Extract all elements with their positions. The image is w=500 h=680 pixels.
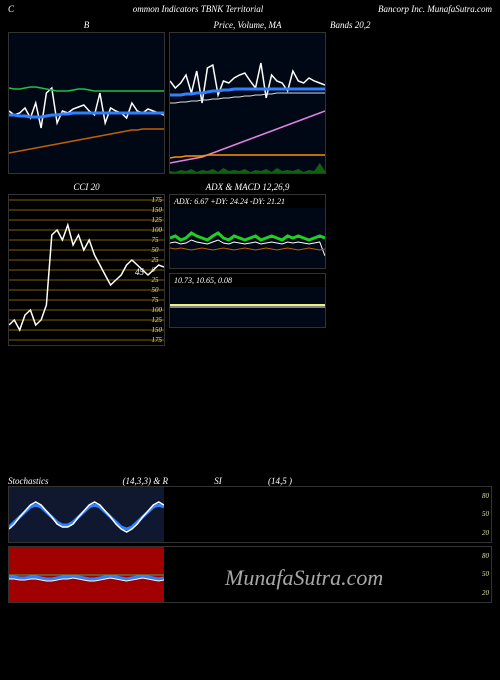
stoch-title-left: Stochastics — [8, 476, 68, 486]
cci-highlight-label: 45 — [135, 267, 144, 277]
chart-stoch-2: 805020 — [8, 546, 492, 603]
stoch-title-si: SI — [168, 476, 268, 486]
chart-b — [8, 32, 165, 174]
header-center: ommon Indicators TBNK Territorial — [18, 4, 378, 14]
header-left: C — [8, 4, 18, 14]
stoch-title-mid: (14,3,3) & R — [68, 476, 168, 486]
chart-stoch-1: 805020 — [8, 486, 492, 543]
row-1: B Price, Volume, MA Bands 20,2 — [0, 18, 500, 174]
macd-label: 10.73, 10.65, 0.08 — [170, 274, 325, 287]
panel-bbands: B — [8, 18, 165, 174]
panel-price: Price, Volume, MA — [169, 18, 326, 174]
panel-title-b: B — [8, 18, 165, 32]
panel-title-cci: CCI 20 — [8, 180, 165, 194]
panel-title-adx: ADX & MACD 12,26,9 — [169, 180, 326, 194]
panel-adx-macd: ADX & MACD 12,26,9 ADX: 6.67 +DY: 24.24 … — [169, 180, 326, 346]
chart-price — [169, 32, 326, 174]
panel-bands: Bands 20,2 — [330, 18, 371, 174]
header: C ommon Indicators TBNK Territorial Banc… — [0, 0, 500, 18]
panel-cci: CCI 20 175150125100755025025507510012515… — [8, 180, 165, 346]
stoch2-y-labels: 805020 — [482, 547, 489, 602]
adx-label: ADX: 6.67 +DY: 24.24 -DY: 21.21 — [170, 195, 325, 208]
row-2: CCI 20 175150125100755025025507510012515… — [0, 180, 500, 346]
chart-macd: 10.73, 10.65, 0.08 — [169, 273, 326, 328]
stoch1-y-labels: 805020 — [482, 487, 489, 542]
stoch-title-row: Stochastics (14,3,3) & R SI (14,5 ) — [0, 476, 500, 486]
stoch-panels: 805020 805020 — [0, 486, 500, 603]
header-right: Bancorp Inc. MunafaSutra.com — [378, 4, 492, 14]
chart-cci: 1751501251007550250255075100125150175 45 — [8, 194, 165, 346]
panel-title-price: Price, Volume, MA — [169, 18, 326, 32]
panel-title-bands: Bands 20,2 — [330, 18, 371, 32]
stoch-title-right: (14,5 ) — [268, 476, 448, 486]
chart-adx: ADX: 6.67 +DY: 24.24 -DY: 21.21 — [169, 194, 326, 269]
